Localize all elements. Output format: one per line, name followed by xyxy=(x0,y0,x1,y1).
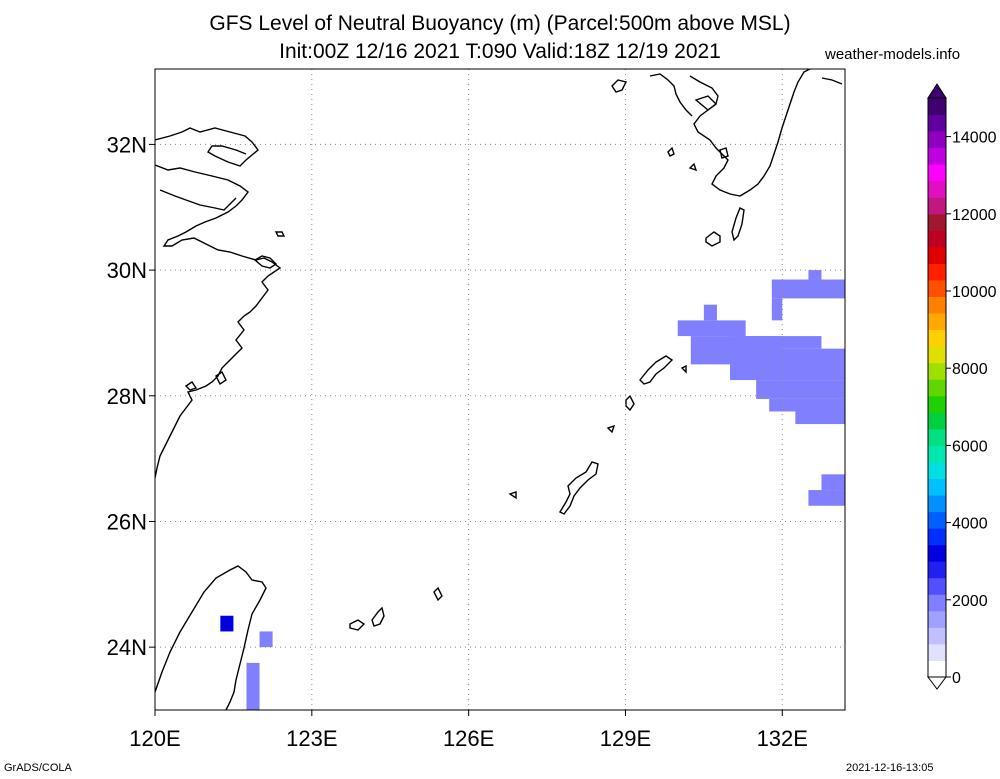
coastlines xyxy=(155,69,843,710)
colorbar-segment xyxy=(928,230,946,248)
colorbar-segment xyxy=(928,428,946,446)
miyako xyxy=(433,586,443,602)
okinawa xyxy=(508,461,599,515)
lat-tick-labels: 24N 26N 28N 30N 32N xyxy=(107,132,147,660)
colorbar-segment xyxy=(928,114,946,132)
colorbar-segment xyxy=(928,313,946,331)
colorbar-label: 2000 xyxy=(952,593,988,610)
colorbar-segment xyxy=(928,544,946,562)
shanghai-inlet xyxy=(159,189,237,211)
lat-tick-label: 24N xyxy=(107,635,147,660)
colorbar-frame xyxy=(927,97,947,678)
colorbar-segment xyxy=(928,279,946,298)
colorbar-segment xyxy=(928,263,946,281)
colorbar-segment xyxy=(928,180,946,198)
colorbar-segment xyxy=(928,495,946,513)
colorbar-segment xyxy=(928,379,946,397)
colorbar-segment xyxy=(928,561,946,579)
data-cell xyxy=(769,398,845,412)
tokunoshima xyxy=(606,394,635,434)
data-cell xyxy=(756,380,845,399)
colorbar-label: 12000 xyxy=(952,207,997,224)
lon-tick-label: 129E xyxy=(600,726,651,751)
lon-tick-label: 120E xyxy=(129,726,180,751)
lat-tick-label: 32N xyxy=(107,132,147,157)
colorbar-segment xyxy=(928,627,946,645)
data-cell xyxy=(703,304,717,321)
colorbar-segment xyxy=(928,395,946,413)
lon-tick-labels: 120E 123E 126E 129E 132E xyxy=(129,726,808,751)
colorbar-segment xyxy=(928,296,946,314)
data-cells xyxy=(220,270,845,710)
china-coast xyxy=(155,127,282,479)
colorbar-segment xyxy=(928,98,946,116)
data-cell xyxy=(730,348,845,381)
footer-left: GrADS/COLA xyxy=(4,762,72,774)
yakushima xyxy=(705,231,721,247)
data-cell xyxy=(771,298,783,321)
data-cell xyxy=(795,411,845,425)
data-cell xyxy=(246,662,260,710)
colorbar-segment xyxy=(928,346,946,364)
colorbar-segment xyxy=(928,643,946,661)
lat-tick-label: 26N xyxy=(107,509,147,534)
colorbar-segment xyxy=(928,660,946,678)
colorbar-label: 4000 xyxy=(952,516,988,533)
colorbar: 0 2000 4000 6000 8000 10000 12000 14000 xyxy=(927,83,997,690)
data-cell xyxy=(821,474,845,491)
colorbar-segment xyxy=(928,329,946,347)
colorbar-segment xyxy=(928,461,946,479)
colorbar-segment xyxy=(928,131,946,149)
kyushu-north xyxy=(611,73,843,117)
footer-timestamp: 2021-12-16-13:05 xyxy=(846,762,934,774)
data-cell xyxy=(771,279,845,299)
colorbar-segment xyxy=(928,610,946,628)
colorbar-label: 0 xyxy=(952,670,961,687)
colorbar-label: 8000 xyxy=(952,361,988,378)
yaeyama xyxy=(349,606,385,631)
colorbar-segment xyxy=(928,246,946,264)
map-frame xyxy=(154,68,846,711)
tanegashima xyxy=(731,207,745,242)
colorbar-segment xyxy=(928,511,946,529)
colorbar-label: 10000 xyxy=(952,284,997,301)
zhoushan-islands xyxy=(253,231,286,269)
lat-tick-label: 28N xyxy=(107,384,147,409)
chart-title: GFS Level of Neutral Buoyancy (m) (Parce… xyxy=(209,12,791,35)
lon-tick-label: 123E xyxy=(286,726,337,751)
amami-oshima xyxy=(639,355,687,385)
colorbar-label: 14000 xyxy=(952,130,997,147)
kyushu-islets xyxy=(667,146,729,172)
coast-islets xyxy=(184,370,227,391)
data-cell xyxy=(808,270,822,280)
colorbar-max-arrow xyxy=(927,83,947,99)
colorbar-segment xyxy=(928,197,946,215)
map-grid xyxy=(149,69,845,716)
colorbar-segment xyxy=(928,445,946,463)
colorbar-segment xyxy=(928,213,946,231)
kyushu xyxy=(689,69,811,197)
colorbar-segment xyxy=(928,478,946,496)
colorbar-segment xyxy=(928,362,946,380)
data-cell xyxy=(808,490,845,506)
colorbar-segment xyxy=(928,412,946,430)
lon-tick-label: 132E xyxy=(757,726,808,751)
lat-tick-label: 30N xyxy=(107,258,147,283)
taiwan xyxy=(155,565,267,710)
data-cell xyxy=(220,615,234,632)
data-cell xyxy=(259,631,273,648)
colorbar-segment xyxy=(928,594,946,612)
colorbar-segment xyxy=(928,147,946,165)
data-cell xyxy=(730,336,822,349)
lon-tick-label: 126E xyxy=(443,726,494,751)
colorbar-segment xyxy=(928,164,946,182)
chart-subtitle: Init:00Z 12/16 2021 T:090 Valid:18Z 12/1… xyxy=(279,40,721,63)
colorbar-segment xyxy=(928,528,946,546)
colorbar-segment xyxy=(928,577,946,595)
colorbar-label: 6000 xyxy=(952,438,988,455)
brand-label: weather-models.info xyxy=(825,46,961,63)
data-cell xyxy=(677,320,746,337)
colorbar-min-arrow xyxy=(927,676,947,690)
